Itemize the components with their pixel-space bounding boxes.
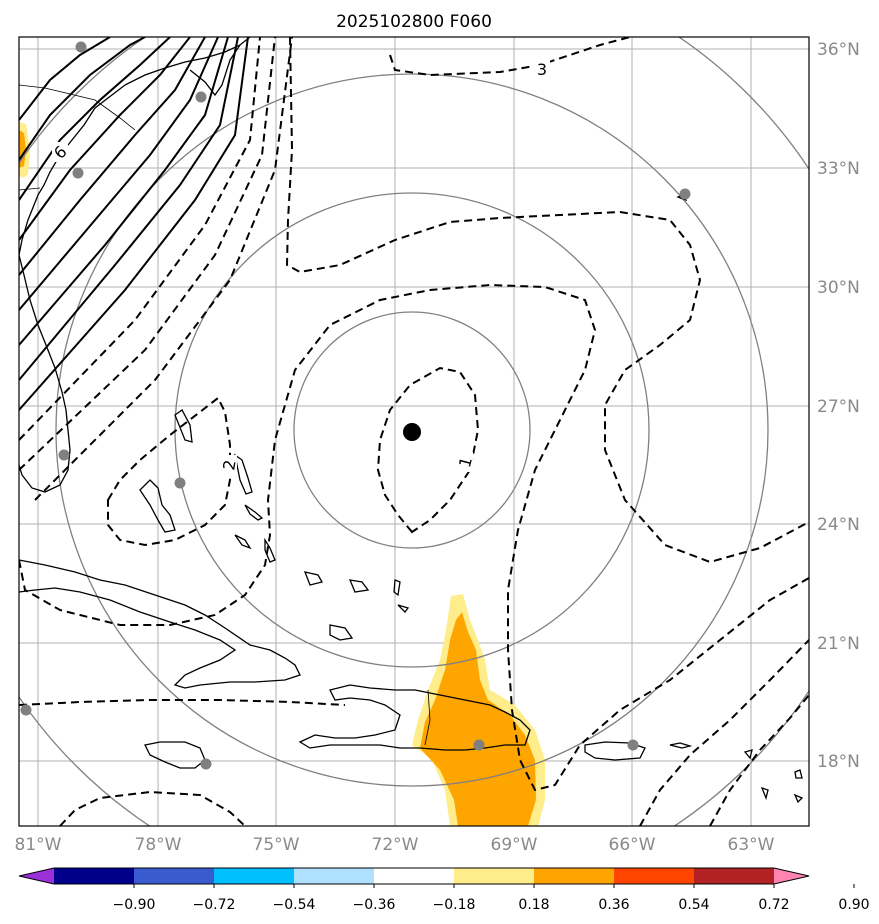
coastlines (19, 37, 804, 804)
colorbar-tick-label: −0.18 (433, 897, 476, 913)
dashed-contours (19, 37, 809, 826)
colorbar-tick-label: −0.72 (193, 897, 236, 913)
colorbar-tick-label: 0.90 (838, 897, 869, 913)
station-marker (679, 188, 691, 200)
colorbar-segment (214, 868, 295, 884)
colorbar-tick-label: 0.18 (518, 897, 549, 913)
lat-label: 24°N (817, 515, 860, 535)
colorbar-segment (534, 868, 615, 884)
borders (19, 84, 431, 746)
station-marker (72, 167, 84, 179)
leeward-3 (794, 769, 803, 779)
station-marker (20, 704, 32, 716)
figure-title: 2025102800 F060 (336, 12, 492, 32)
inagua (329, 624, 354, 641)
cuba (19, 559, 301, 689)
colorbar-tick-label: −0.54 (273, 897, 316, 913)
small-island-2 (397, 604, 410, 613)
station-marker (200, 758, 212, 770)
colorbar-segment (454, 868, 535, 884)
virgin-islands (669, 742, 693, 749)
leeward-1 (743, 749, 753, 760)
contour-label-3: 3 (537, 60, 547, 79)
florida-coast (19, 254, 71, 493)
bahamas-abaco (174, 409, 193, 443)
colorbar-segment (294, 868, 375, 884)
latitude-labels: 36°N 33°N 30°N 27°N 24°N 21°N 18°N (817, 40, 860, 772)
bahamas-cat (234, 534, 252, 550)
leeward-4 (793, 793, 804, 804)
colorbar-tick-label: −0.90 (113, 897, 156, 913)
colorbar-segments (19, 868, 809, 884)
station-marker (58, 449, 70, 461)
longitude-labels: 81°W 78°W 75°W 72°W 69°W 66°W 63°W (15, 835, 775, 855)
station-markers (20, 41, 691, 770)
jamaica (144, 741, 206, 769)
colorbar-segment (694, 868, 775, 884)
hispaniola (298, 684, 531, 751)
lon-label: 63°W (728, 835, 775, 855)
lon-label: 75°W (253, 835, 300, 855)
andros (139, 479, 176, 533)
lat-label: 30°N (817, 278, 860, 298)
colorbar-tick-label: 0.54 (678, 897, 709, 913)
station-marker (174, 477, 186, 489)
lat-label: 21°N (817, 634, 860, 654)
lat-label: 36°N (817, 40, 860, 60)
colorbar-extend-high (774, 868, 809, 884)
small-island-1 (393, 579, 401, 597)
bahamas-eleuthera (234, 453, 253, 495)
contour-label-2: 2 (219, 458, 239, 471)
puerto-rico (584, 741, 646, 761)
solid-contours (19, 37, 249, 411)
colorbar-tick-label: 0.36 (598, 897, 629, 913)
lat-label: 27°N (817, 397, 860, 417)
lon-label: 78°W (135, 835, 182, 855)
colorbar-tick-label: −0.36 (353, 897, 396, 913)
colorbar-segment (614, 868, 695, 884)
station-marker (195, 91, 207, 103)
us-east-coast (19, 37, 251, 256)
lon-label: 72°W (372, 835, 419, 855)
station-marker (75, 41, 87, 53)
leeward-2 (760, 786, 769, 801)
lon-label: 69°W (491, 835, 538, 855)
lat-label: 33°N (817, 159, 860, 179)
colorbar-tick-label: 0.72 (758, 897, 789, 913)
lon-label: 66°W (609, 835, 656, 855)
mayaguana (303, 571, 323, 586)
colorbar-ticks: −0.90 −0.72 −0.54 −0.36 −0.18 0.18 0.36 0.54 0.7… (113, 884, 870, 913)
colorbar-segment (134, 868, 215, 884)
lat-label: 18°N (817, 752, 860, 772)
contour-labels: 6 3 2 1 (50, 58, 550, 475)
bahamas-long (264, 537, 276, 563)
colorbar-extend-low (19, 868, 54, 884)
outer-banks (189, 44, 241, 97)
turks-caicos (348, 579, 370, 593)
bahamas-exuma (244, 504, 264, 521)
contour-label-1: 1 (455, 455, 476, 470)
station-marker (627, 739, 639, 751)
station-marker (473, 739, 485, 751)
storm-center-marker (403, 423, 421, 441)
map-plot-area: 6 3 2 1 (19, 37, 809, 826)
lon-label: 81°W (15, 835, 62, 855)
colorbar-segment (54, 868, 135, 884)
colorbar-outline (18, 867, 810, 885)
graticule (19, 37, 809, 826)
shaded-field (19, 122, 545, 826)
plot-frame (18, 36, 810, 827)
colorbar-segment (374, 868, 455, 884)
colorbar: −0.90 −0.72 −0.54 −0.36 −0.18 0.18 0.36 0.54 0.7… (18, 867, 870, 913)
